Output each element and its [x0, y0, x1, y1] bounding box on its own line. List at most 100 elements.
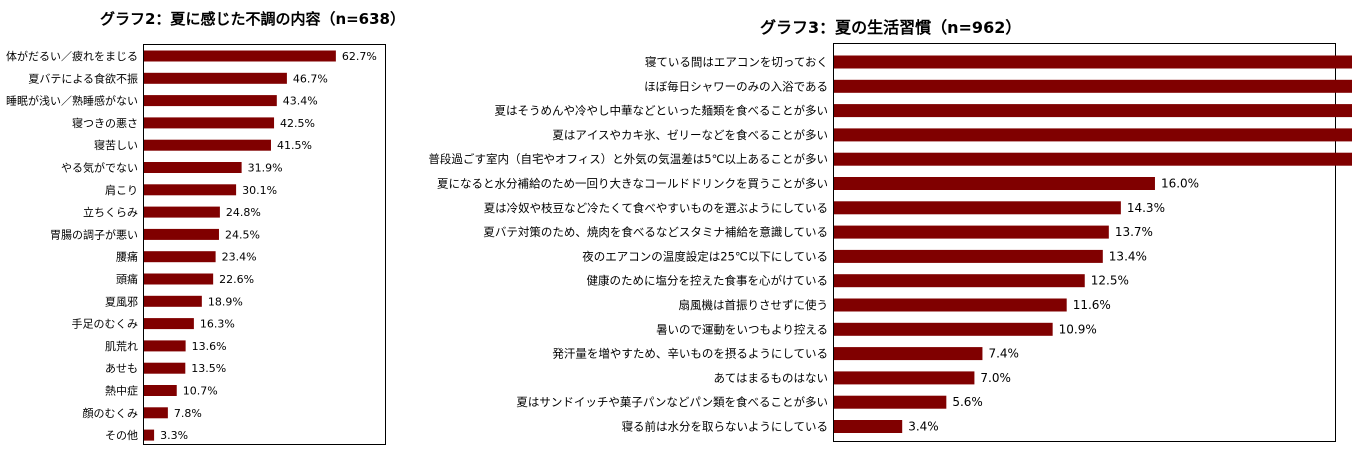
chart1-category-label: 立ちくらみ [83, 205, 138, 219]
chart1-bar [144, 117, 275, 129]
chart1-value-label: 31.9% [248, 162, 283, 175]
chart2-value-label: 13.4% [1109, 249, 1147, 263]
chart2-category-label: 寝ている間はエアコンを切っておく [645, 55, 828, 69]
chart1-category-label: 顔のむくみ [83, 406, 138, 420]
chart2-value-label: 7.0% [980, 371, 1011, 385]
chart2-bar [834, 322, 1053, 336]
chart2-category-label: 夏になると水分補給のため一回り大きなコールドドリンクを買うことが多い [437, 177, 828, 191]
chart2-value-label: 11.6% [1073, 298, 1111, 312]
chart1-bar [144, 429, 155, 441]
chart2-plot-frame [833, 43, 1336, 442]
chart2-value-label: 3.4% [908, 420, 939, 434]
chart2-bar [834, 152, 1352, 166]
chart2-category-label: 寝る前は水分を取らないようにしている [622, 420, 828, 434]
chart2-category-label: 夏は冷奴や枝豆など冷たくて食べやすいものを選ぶようにしている [484, 201, 828, 215]
chart2-category-label: 発汗量を増やすため、辛いものを摂るようにしている [552, 347, 828, 361]
chart2-bar [834, 395, 947, 409]
chart1-bar [144, 340, 186, 352]
chart1-category-label: 胃腸の調子が悪い [50, 227, 138, 241]
chart2-value-label: 16.0% [1161, 177, 1199, 191]
chart2-bar [834, 298, 1067, 312]
chart1-category-label: あせも [105, 362, 138, 375]
chart1-value-label: 46.7% [293, 72, 328, 85]
chart2-value-label: 10.9% [1059, 322, 1097, 336]
chart1-value-label: 16.3% [200, 318, 235, 331]
chart1-bar [144, 251, 216, 263]
chart2-category-label: 夜のエアコンの温度設定は25℃以下にしている [582, 249, 828, 263]
chart1-bar [144, 385, 177, 396]
chart2-category-label: あてはまるものはない [713, 371, 828, 385]
chart2-category-label: 夏バテ対策のため、焼肉を食べるなどスタミナ補給を意識している [483, 225, 828, 239]
chart1-bar [144, 72, 287, 84]
chart1-category-label: 腰痛 [116, 250, 138, 264]
chart1-category-label: 夏バテによる食欲不振 [28, 71, 138, 85]
chart1-value-label: 42.5% [280, 117, 315, 130]
chart2-value-label: 12.5% [1091, 274, 1129, 288]
chart2-category-label: ほぼ毎日シャワーのみの入浴である [644, 79, 828, 93]
chart1-category-label: やる気がでない [61, 161, 138, 175]
chart1-category-label: 睡眠が浅い／熟睡感がない [6, 94, 138, 108]
chart1-bar [144, 228, 219, 240]
chart1-bar [144, 407, 168, 419]
chart1-category-label: その他 [105, 429, 138, 442]
chart1-value-label: 22.6% [219, 273, 254, 286]
chart1-value-label: 24.8% [226, 206, 261, 219]
chart2-bar [834, 201, 1121, 215]
chart2-bar [834, 55, 1352, 69]
chart2-category-label: 普段過ごす室内（自宅やオフィス）と外気の気温差は5℃以上あることが多い [428, 152, 828, 166]
chart1-bar [144, 139, 271, 151]
chart1-category-label: 熱中症 [105, 384, 138, 398]
chart1-value-label: 62.7% [342, 50, 377, 63]
chart2-category-label: 扇風機は首振りさせずに使う [679, 298, 829, 312]
chart2-category-label: 夏はアイスやカキ氷、ゼリーなどを食べることが多い [552, 128, 828, 142]
chart2-bar [834, 274, 1085, 288]
chart1-marks: 体がだるい／疲れをまじる 62.7% 夏バテによる食欲不振 46.7% 睡眠が浅い／熟睡… [6, 49, 377, 442]
chart2-bar [834, 104, 1352, 118]
chart1-bar [144, 162, 242, 173]
chart1-value-label: 13.6% [192, 340, 227, 353]
chart1-plot-frame [143, 44, 386, 445]
chart2-title: グラフ3：夏の生活習慣（n=962） [760, 18, 1022, 37]
chart1-bar [144, 273, 214, 285]
chart1-value-label: 43.4% [283, 95, 318, 108]
chart2-value-label: 7.4% [988, 347, 1019, 361]
chart1-value-label: 24.5% [225, 228, 260, 241]
chart1-category-label: 寝苦しい [94, 138, 138, 152]
chart1-category-label: 寝つきの悪さ [72, 116, 138, 130]
chart1-title: グラフ2：夏に感じた不調の内容（n=638） [100, 10, 405, 28]
chart2-category-label: 暑いので運動をいつもより控える [656, 322, 828, 336]
chart1-bar [144, 184, 237, 196]
chart1-bar [144, 318, 194, 330]
chart2-value-label: 5.6% [952, 395, 983, 409]
chart1-value-label: 30.1% [242, 184, 277, 197]
chart1-category-label: 肩こり [105, 183, 138, 197]
chart1-value-label: 41.5% [277, 139, 312, 152]
chart2-value-label: 14.3% [1127, 201, 1165, 215]
chart2-bar [834, 249, 1103, 263]
chart1-category-label: 肌荒れ [105, 340, 138, 353]
chart2-bar [834, 79, 1352, 93]
chart2-bar [834, 347, 983, 361]
chart2-bar [834, 225, 1109, 239]
chart2-value-label: 13.7% [1115, 225, 1153, 239]
chart2-category-label: 健康のために塩分を控えた食事を心がけている [587, 274, 829, 288]
chart2-category-label: 夏はサンドイッチや菓子パンなどパン類を食べることが多い [516, 395, 828, 409]
chart2-bar [834, 177, 1155, 190]
chart1-value-label: 7.8% [174, 407, 202, 420]
chart1-bar [144, 295, 202, 307]
chart2-bar [834, 420, 903, 433]
chart1-category-label: 夏風邪 [105, 295, 138, 308]
chart1-bar [144, 95, 277, 107]
chart2-marks: 寝ている間はエアコンを切っておく44.2%ほぼ毎日シャワーのみの入浴である42.… [428, 55, 1352, 434]
chart2-bar [834, 371, 975, 385]
chart1-bar [144, 362, 186, 374]
chart1-value-label: 23.4% [222, 251, 257, 264]
chart1-value-label: 10.7% [183, 385, 218, 398]
chart2-bar [834, 128, 1352, 142]
chart1-category-label: 手足のむくみ [72, 317, 138, 331]
chart1-value-label: 13.5% [191, 362, 226, 375]
chart1-value-label: 18.9% [208, 295, 243, 308]
chart1-value-label: 3.3% [160, 429, 188, 442]
chart1-bar [144, 206, 220, 218]
